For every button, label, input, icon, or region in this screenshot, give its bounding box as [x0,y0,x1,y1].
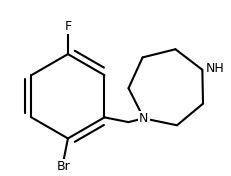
Text: N: N [139,112,148,125]
Text: F: F [64,20,71,33]
Text: NH: NH [205,62,223,75]
Text: Br: Br [57,159,70,172]
